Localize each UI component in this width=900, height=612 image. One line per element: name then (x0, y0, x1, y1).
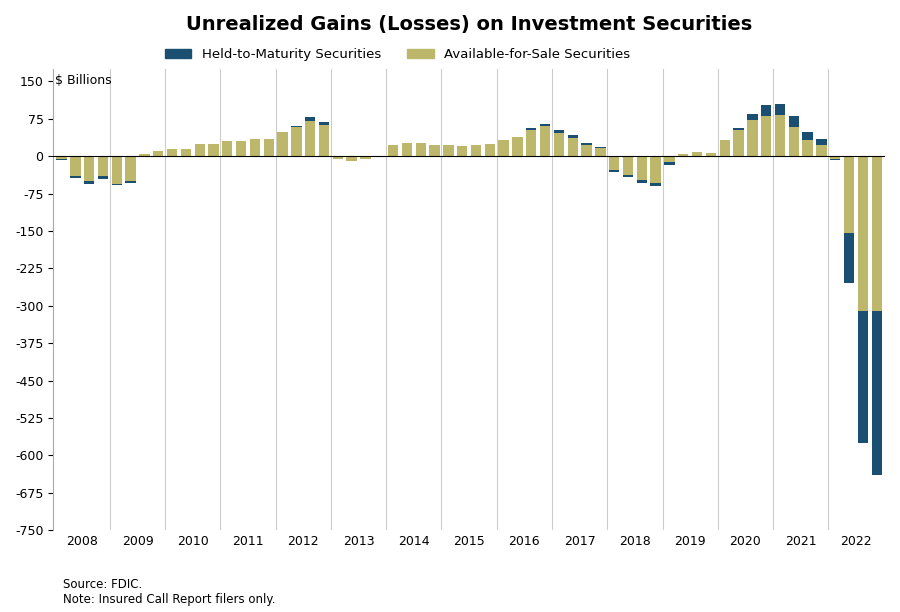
Bar (636, 156, 647, 180)
Bar (595, 147, 606, 148)
Bar (222, 141, 232, 156)
Text: Source: FDIC.
Note: Insured Call Report filers only.: Source: FDIC. Note: Insured Call Report … (63, 578, 275, 606)
Bar (719, 140, 730, 156)
Bar (803, 140, 813, 156)
Bar (844, 156, 854, 233)
Bar (194, 144, 205, 156)
Legend: Held-to-Maturity Securities, Available-for-Sale Securities: Held-to-Maturity Securities, Available-f… (159, 43, 635, 67)
Bar (140, 154, 149, 156)
Bar (734, 128, 743, 130)
Bar (844, 233, 854, 283)
Bar (292, 126, 302, 127)
Bar (761, 116, 771, 156)
Title: Unrealized Gains (Losses) on Investment Securities: Unrealized Gains (Losses) on Investment … (186, 15, 752, 34)
Bar (429, 145, 440, 156)
Bar (416, 143, 426, 156)
Bar (761, 105, 771, 116)
Bar (70, 176, 80, 177)
Bar (554, 130, 564, 133)
Bar (388, 145, 399, 156)
Bar (858, 311, 868, 443)
Bar (70, 156, 80, 176)
Bar (57, 159, 67, 160)
Bar (166, 149, 177, 156)
Bar (277, 132, 288, 156)
Bar (250, 139, 260, 156)
Bar (319, 122, 329, 125)
Bar (499, 140, 508, 156)
Text: $ Billions: $ Billions (55, 74, 112, 87)
Bar (664, 162, 675, 165)
Bar (236, 141, 247, 156)
Bar (747, 120, 758, 156)
Bar (858, 156, 868, 311)
Bar (112, 156, 122, 184)
Bar (264, 139, 274, 156)
Bar (319, 125, 329, 156)
Bar (512, 137, 523, 156)
Bar (457, 146, 467, 156)
Bar (830, 156, 841, 159)
Bar (651, 156, 661, 182)
Bar (706, 152, 716, 156)
Bar (568, 138, 578, 156)
Bar (664, 156, 675, 162)
Bar (734, 130, 743, 156)
Bar (775, 104, 785, 115)
Bar (57, 156, 67, 159)
Bar (526, 128, 536, 130)
Bar (568, 135, 578, 138)
Bar (181, 149, 191, 156)
Bar (84, 181, 94, 184)
Bar (830, 159, 841, 160)
Bar (125, 156, 136, 181)
Bar (747, 114, 758, 120)
Bar (554, 133, 564, 156)
Bar (581, 145, 591, 156)
Bar (305, 121, 315, 156)
Bar (788, 127, 799, 156)
Bar (333, 156, 343, 159)
Bar (443, 145, 454, 156)
Bar (471, 145, 482, 156)
Bar (816, 145, 826, 156)
Bar (609, 170, 619, 171)
Bar (401, 143, 412, 156)
Bar (526, 130, 536, 156)
Bar (623, 156, 634, 175)
Bar (84, 156, 94, 181)
Bar (581, 143, 591, 145)
Bar (374, 156, 384, 157)
Bar (692, 152, 702, 156)
Bar (360, 156, 371, 159)
Bar (540, 124, 550, 126)
Bar (788, 116, 799, 127)
Bar (98, 156, 108, 176)
Bar (595, 148, 606, 156)
Bar (636, 180, 647, 182)
Bar (153, 151, 164, 156)
Bar (803, 132, 813, 140)
Bar (292, 127, 302, 156)
Bar (98, 176, 108, 179)
Bar (305, 118, 315, 121)
Bar (678, 154, 688, 156)
Bar (816, 139, 826, 145)
Bar (609, 156, 619, 170)
Bar (346, 156, 356, 161)
Bar (871, 311, 882, 476)
Bar (623, 175, 634, 177)
Bar (208, 144, 219, 156)
Bar (112, 184, 122, 185)
Bar (540, 126, 550, 156)
Bar (871, 156, 882, 311)
Bar (125, 181, 136, 182)
Bar (485, 144, 495, 156)
Bar (775, 115, 785, 156)
Bar (651, 182, 661, 186)
